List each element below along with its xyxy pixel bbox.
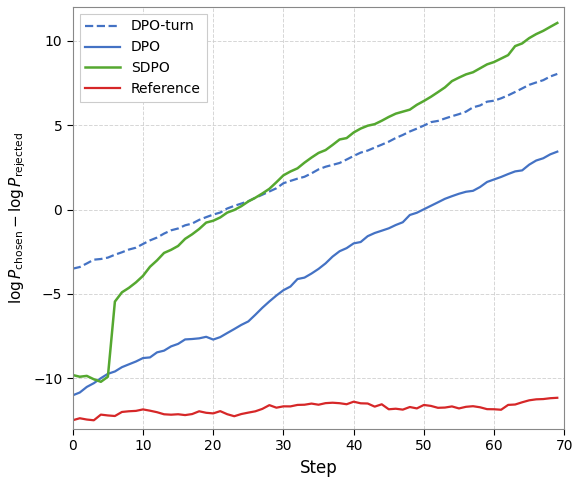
DPO	[484, 179, 491, 185]
Reference	[484, 406, 491, 412]
SDPO	[343, 135, 350, 141]
Y-axis label: $\log P_{\mathrm{chosen}} - \log P_{\mathrm{rejected}}$: $\log P_{\mathrm{chosen}} - \log P_{\mat…	[7, 132, 27, 304]
Reference	[554, 395, 561, 401]
SDPO	[97, 379, 104, 385]
DPO	[217, 334, 224, 340]
Line: DPO-turn: DPO-turn	[72, 74, 557, 269]
SDPO	[554, 20, 561, 26]
SDPO	[484, 61, 491, 67]
DPO	[336, 248, 343, 254]
SDPO	[224, 210, 231, 215]
DPO	[182, 336, 188, 342]
Reference	[90, 417, 97, 423]
DPO	[195, 335, 202, 341]
SDPO	[491, 59, 498, 65]
SDPO	[140, 273, 147, 279]
Line: SDPO: SDPO	[72, 23, 557, 382]
Reference	[491, 407, 498, 412]
DPO-turn	[69, 266, 76, 272]
Line: DPO: DPO	[72, 151, 557, 395]
DPO	[477, 184, 484, 190]
Reference	[343, 401, 350, 407]
DPO-turn	[217, 210, 224, 215]
DPO-turn	[554, 71, 561, 77]
Legend: DPO-turn, DPO, SDPO, Reference: DPO-turn, DPO, SDPO, Reference	[79, 14, 206, 102]
DPO-turn	[195, 217, 202, 223]
X-axis label: Step: Step	[300, 459, 338, 477]
SDPO	[69, 372, 76, 378]
Reference	[140, 407, 147, 412]
DPO-turn	[182, 223, 188, 228]
DPO	[554, 149, 561, 154]
Reference	[224, 411, 231, 417]
Line: Reference: Reference	[72, 398, 557, 420]
DPO	[69, 393, 76, 398]
SDPO	[188, 231, 195, 237]
DPO-turn	[484, 99, 491, 105]
DPO-turn	[477, 103, 484, 108]
Reference	[69, 417, 76, 423]
DPO-turn	[336, 160, 343, 166]
Reference	[188, 411, 195, 417]
